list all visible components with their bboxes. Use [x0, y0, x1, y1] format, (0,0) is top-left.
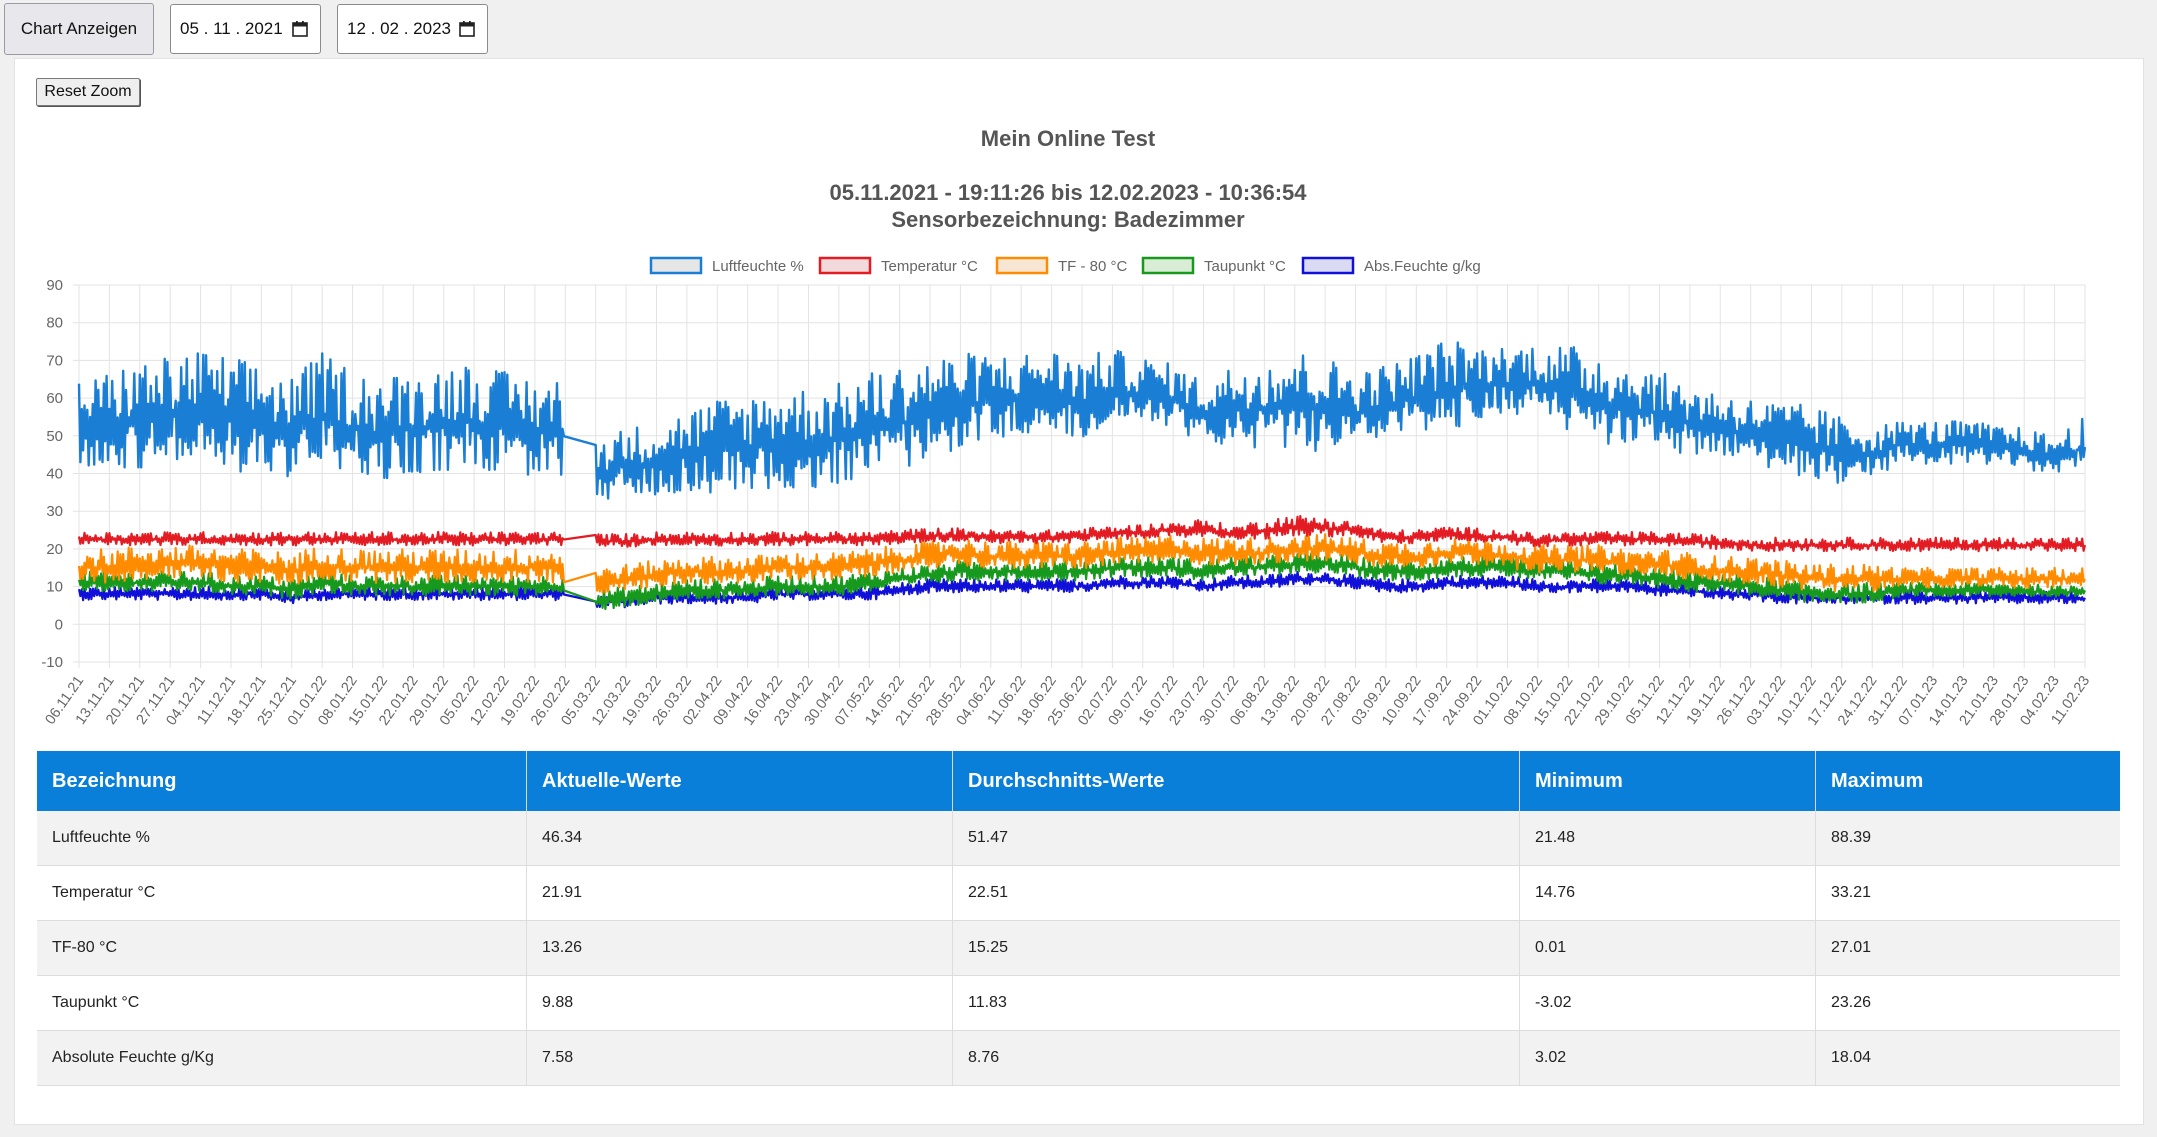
chart-title: Mein Online Test	[981, 126, 1156, 151]
cell-maximum: 23.26	[1815, 975, 2120, 1031]
cell-average: 11.83	[952, 975, 1520, 1031]
y-tick-label: 20	[46, 541, 63, 558]
calendar-icon[interactable]	[458, 20, 476, 38]
reset-zoom-button[interactable]: Reset Zoom	[36, 78, 140, 106]
legend-swatch[interactable]	[995, 256, 1049, 275]
x-axis: 06.11.2113.11.2120.11.2127.11.2104.12.21…	[42, 673, 2093, 728]
table-header-row: Bezeichnung Aktuelle-Werte Durchschnitts…	[37, 751, 2120, 811]
cell-label: Temperatur °C	[37, 865, 527, 921]
legend-swatch[interactable]	[818, 256, 872, 275]
y-tick-label: 0	[55, 616, 63, 633]
column-header: Aktuelle-Werte	[526, 751, 953, 811]
cell-minimum: 0.01	[1519, 920, 1816, 976]
legend-swatch[interactable]	[649, 256, 703, 275]
y-tick-label: 40	[46, 466, 63, 483]
cell-average: 51.47	[952, 811, 1520, 866]
y-tick-label: 30	[46, 503, 63, 520]
cell-label: Absolute Feuchte g/Kg	[37, 1030, 527, 1086]
legend-swatch[interactable]	[1141, 256, 1195, 275]
series-line	[77, 341, 2087, 500]
y-tick-label: 10	[46, 579, 63, 596]
cell-maximum: 27.01	[1815, 920, 2120, 976]
chart-subtitle-sensor: Sensorbezeichnung: Badezimmer	[891, 207, 1245, 232]
chart-grid	[73, 284, 2086, 668]
series-line	[77, 533, 2086, 594]
series-line	[77, 515, 2087, 553]
cell-label: Taupunkt °C	[37, 975, 527, 1031]
y-tick-label: 80	[46, 315, 63, 332]
cell-average: 8.76	[952, 1030, 1520, 1086]
cell-minimum: 21.48	[1519, 811, 1816, 866]
cell-current: 9.88	[526, 975, 953, 1031]
cell-maximum: 88.39	[1815, 811, 2120, 866]
date-to-value: 12 . 02 . 2023	[347, 19, 451, 38]
legend-swatch[interactable]	[1301, 256, 1355, 275]
y-axis: 90 80 70 60 50 40 30 20 10 0 -10	[41, 277, 63, 671]
cell-current: 21.91	[526, 865, 953, 921]
cell-maximum: 33.21	[1815, 865, 2120, 921]
column-header: Durchschnitts-Werte	[952, 751, 1520, 811]
calendar-icon[interactable]	[291, 20, 309, 38]
cell-current: 13.26	[526, 920, 953, 976]
legend-label[interactable]: TF - 80 °C	[1058, 258, 1128, 275]
stats-table: Bezeichnung Aktuelle-Werte Durchschnitts…	[37, 751, 2120, 1086]
y-tick-label: 90	[46, 277, 63, 294]
y-tick-label: 50	[46, 428, 63, 445]
table-row: Absolute Feuchte g/Kg 7.58 8.76 3.02 18.…	[37, 1030, 2120, 1086]
cell-current: 46.34	[526, 811, 953, 866]
column-header: Maximum	[1815, 751, 2120, 811]
column-header: Minimum	[1519, 751, 1816, 811]
legend-label[interactable]: Temperatur °C	[881, 258, 978, 275]
table-row: TF-80 °C 13.26 15.25 0.01 27.01	[37, 920, 2120, 976]
legend-label[interactable]: Abs.Feuchte g/kg	[1364, 258, 1481, 275]
column-header: Bezeichnung	[37, 751, 527, 811]
legend-label[interactable]: Taupunkt °C	[1204, 258, 1286, 275]
cell-average: 15.25	[952, 920, 1520, 976]
y-tick-label: 70	[46, 352, 63, 369]
y-tick-label: -10	[41, 654, 63, 671]
cell-minimum: -3.02	[1519, 975, 1816, 1031]
cell-label: TF-80 °C	[37, 920, 527, 976]
date-from-value: 05 . 11 . 2021	[180, 19, 283, 38]
table-row: Taupunkt °C 9.88 11.83 -3.02 23.26	[37, 975, 2120, 1031]
chart-series	[77, 341, 2087, 611]
cell-label: Luftfeuchte %	[37, 811, 527, 866]
cell-minimum: 3.02	[1519, 1030, 1816, 1086]
cell-minimum: 14.76	[1519, 865, 1816, 921]
show-chart-button[interactable]: Chart Anzeigen	[4, 3, 154, 55]
series-line	[77, 552, 2086, 611]
legend-label[interactable]: Luftfeuchte %	[712, 258, 804, 275]
chart-subtitle-range: 05.11.2021 - 19:11:26 bis 12.02.2023 - 1…	[829, 180, 1307, 205]
table-row: Luftfeuchte % 46.34 51.47 21.48 88.39	[37, 811, 2120, 866]
toolbar: Chart Anzeigen 05 . 11 . 2021 12 . 02 . …	[0, 0, 2157, 58]
cell-maximum: 18.04	[1815, 1030, 2120, 1086]
y-tick-label: 60	[46, 390, 63, 407]
date-to-input[interactable]: 12 . 02 . 2023	[337, 4, 488, 54]
date-from-input[interactable]: 05 . 11 . 2021	[170, 4, 321, 54]
chart-legend[interactable]: Luftfeuchte % Temperatur °C TF - 80 °C Taup…	[649, 256, 1481, 275]
table-row: Temperatur °C 21.91 22.51 14.76 33.21	[37, 865, 2120, 921]
cell-current: 7.58	[526, 1030, 953, 1086]
cell-average: 22.51	[952, 865, 1520, 921]
